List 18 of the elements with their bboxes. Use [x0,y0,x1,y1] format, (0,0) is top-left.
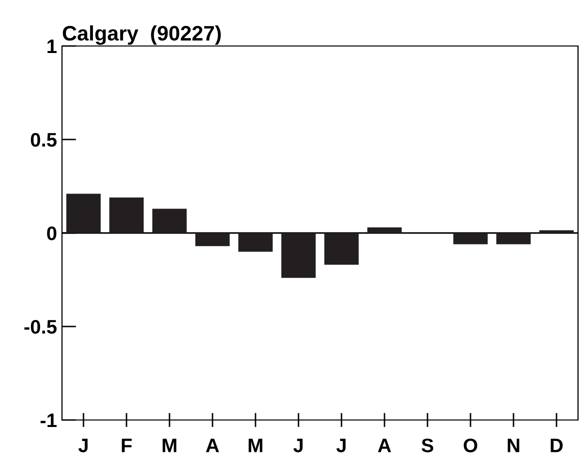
x-tick-label: S [422,438,434,452]
y-tick-label: 1 [48,40,57,54]
x-tick-label: F [122,438,132,452]
x-tick-label: M [248,438,262,452]
y-tick-label: 0 [47,226,56,240]
x-tick-label: J [293,438,303,452]
x-tick-label: A [378,438,392,452]
x-tick-label: N [508,438,520,452]
y-tick-label: -1 [40,414,57,428]
x-tick-label: J [78,438,88,452]
x-tick-label: D [550,438,563,452]
x-tick-label: O [464,438,478,452]
chart-title: Calgary (90227) [62,25,221,45]
y-tick-label: 0.5 [30,132,57,147]
y-tick-label: -0.5 [24,320,57,334]
x-tick-label: J [336,438,346,452]
x-tick-label: M [162,438,176,452]
x-tick-label: A [206,438,220,452]
